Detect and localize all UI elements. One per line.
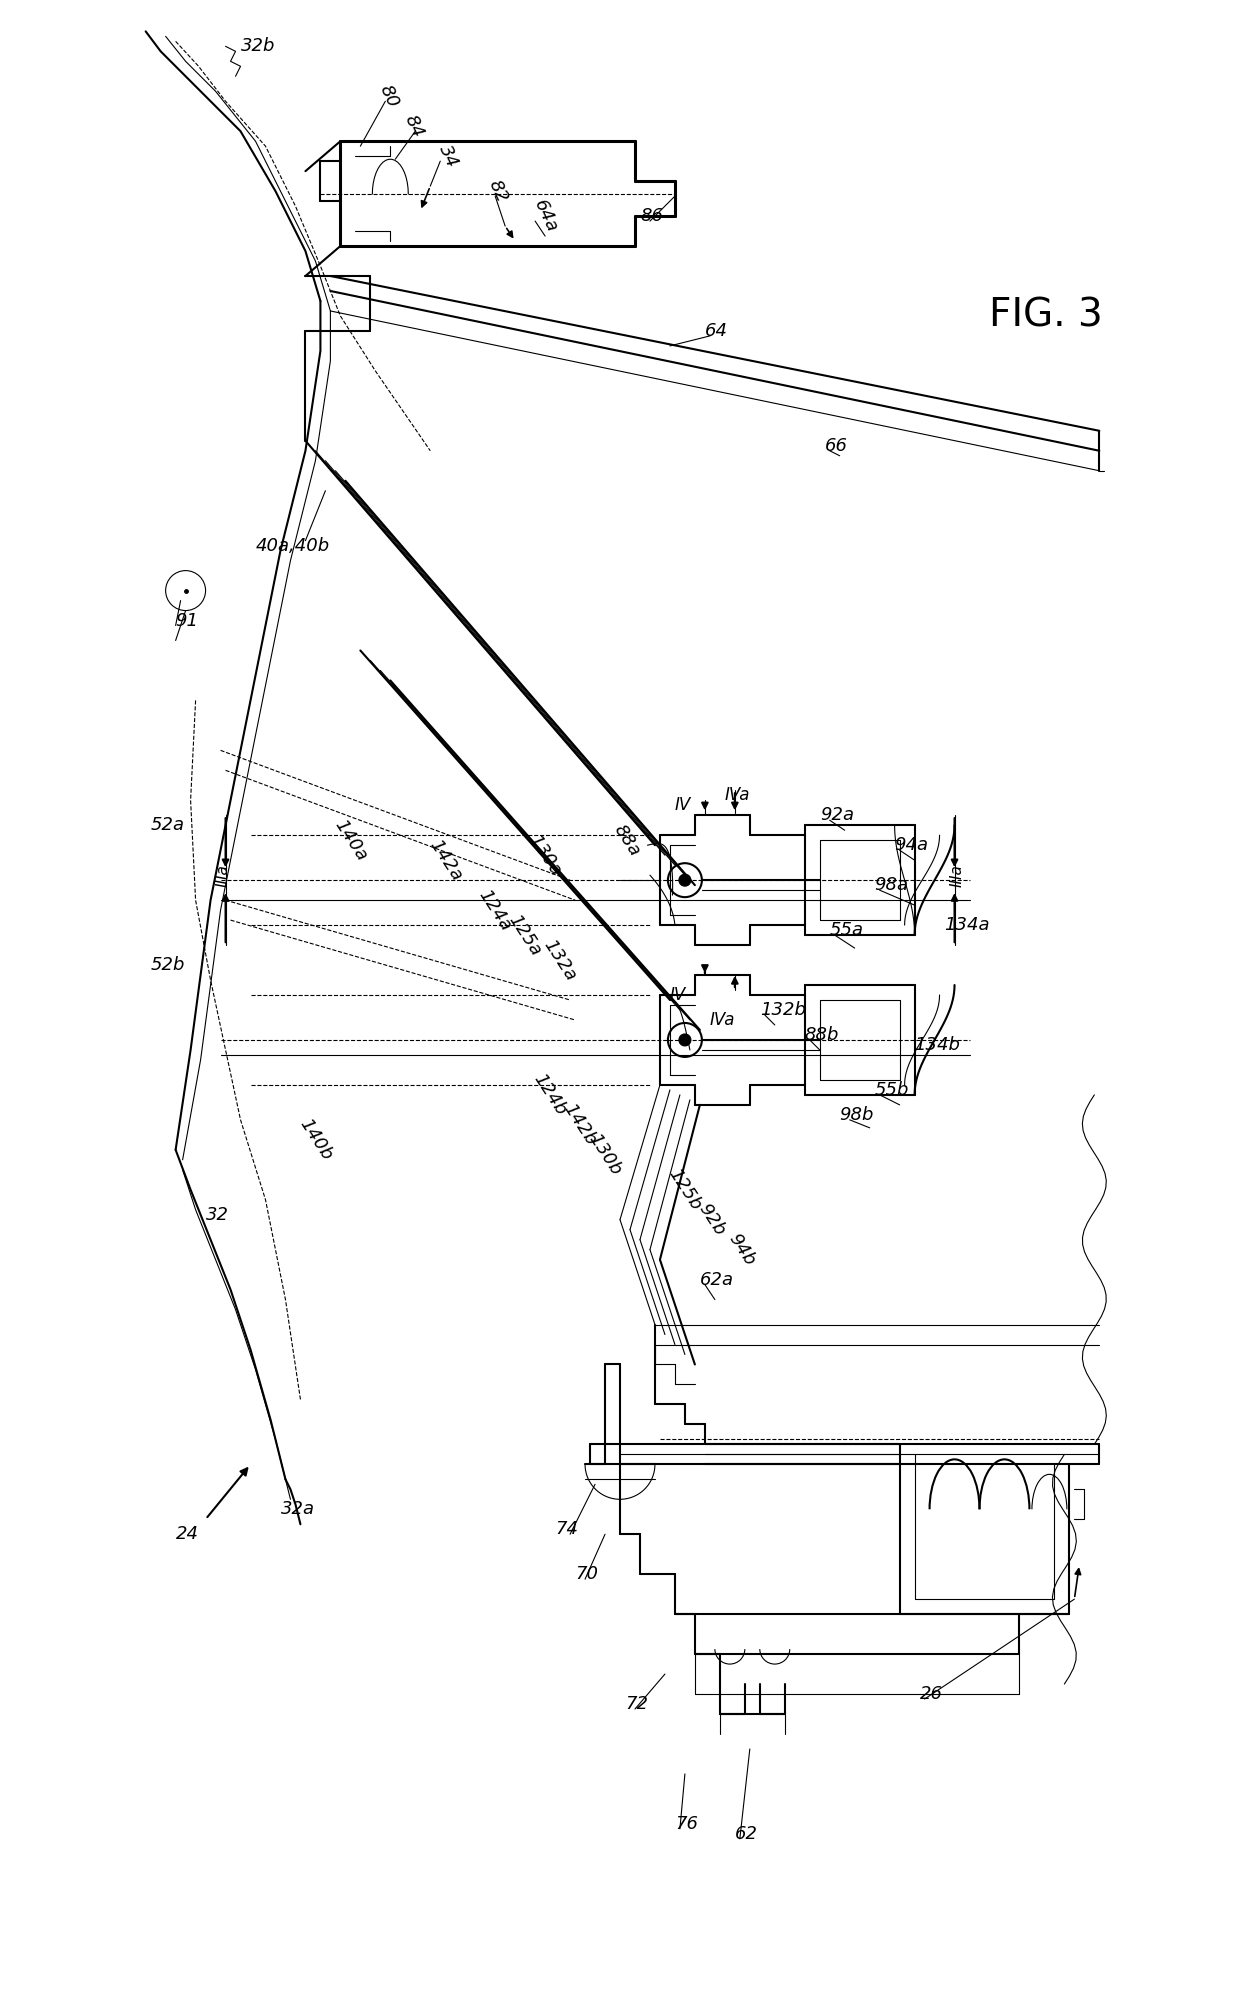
Text: 94a: 94a — [894, 836, 929, 854]
Text: 142a: 142a — [425, 836, 465, 884]
Text: 32b: 32b — [241, 38, 275, 56]
Text: IVa: IVa — [725, 786, 750, 804]
Text: 82: 82 — [485, 176, 511, 206]
Text: 55a: 55a — [830, 922, 864, 940]
Text: 34: 34 — [435, 142, 461, 170]
Text: 40a,40b: 40a,40b — [255, 536, 330, 554]
Text: 134b: 134b — [915, 1036, 961, 1054]
Text: 84: 84 — [401, 112, 427, 140]
Text: 92b: 92b — [694, 1200, 729, 1240]
Text: 64a: 64a — [531, 196, 560, 236]
Text: 94b: 94b — [725, 1230, 759, 1268]
Circle shape — [680, 1034, 691, 1046]
Text: IV: IV — [675, 796, 691, 814]
Text: 88a: 88a — [610, 822, 644, 860]
Text: 92a: 92a — [820, 806, 853, 824]
Text: 140b: 140b — [295, 1116, 336, 1164]
Text: 32: 32 — [206, 1206, 228, 1224]
Text: IIIa: IIIa — [216, 864, 231, 886]
Text: 26: 26 — [920, 1686, 942, 1704]
Text: 76: 76 — [675, 1814, 698, 1832]
Text: 74: 74 — [556, 1520, 578, 1538]
Text: 62a: 62a — [699, 1270, 734, 1288]
Text: 80: 80 — [376, 82, 402, 110]
Text: 125b: 125b — [665, 1166, 706, 1214]
Text: 55b: 55b — [874, 1080, 909, 1098]
Text: 66: 66 — [825, 436, 848, 454]
Text: IVa: IVa — [709, 1010, 735, 1028]
Text: 140a: 140a — [330, 816, 371, 864]
Text: 24: 24 — [176, 1526, 198, 1544]
Text: 88b: 88b — [805, 1026, 839, 1044]
Text: 132b: 132b — [760, 1000, 806, 1018]
Text: IV: IV — [670, 986, 686, 1004]
Text: 91: 91 — [176, 612, 198, 630]
Text: 125a: 125a — [505, 912, 546, 960]
Text: 52b: 52b — [150, 956, 185, 974]
Text: 86: 86 — [640, 208, 663, 226]
Text: 98b: 98b — [839, 1106, 874, 1124]
Text: 64: 64 — [704, 322, 728, 340]
Text: 142b: 142b — [560, 1100, 600, 1148]
Text: FIG. 3: FIG. 3 — [990, 296, 1104, 334]
Circle shape — [680, 874, 691, 886]
Text: 52a: 52a — [150, 816, 185, 834]
Text: 62: 62 — [735, 1824, 758, 1842]
Text: IIIa: IIIa — [950, 864, 965, 886]
Text: 32a: 32a — [280, 1500, 315, 1518]
Text: 130a: 130a — [525, 832, 565, 880]
Text: 72: 72 — [625, 1696, 649, 1714]
Text: 70: 70 — [575, 1566, 598, 1584]
Text: 132a: 132a — [541, 936, 580, 984]
Text: 134a: 134a — [945, 916, 990, 934]
Text: 124a: 124a — [475, 886, 515, 934]
Text: 98a: 98a — [874, 876, 909, 894]
Text: 130b: 130b — [585, 1130, 625, 1178]
Text: 124b: 124b — [531, 1070, 570, 1120]
